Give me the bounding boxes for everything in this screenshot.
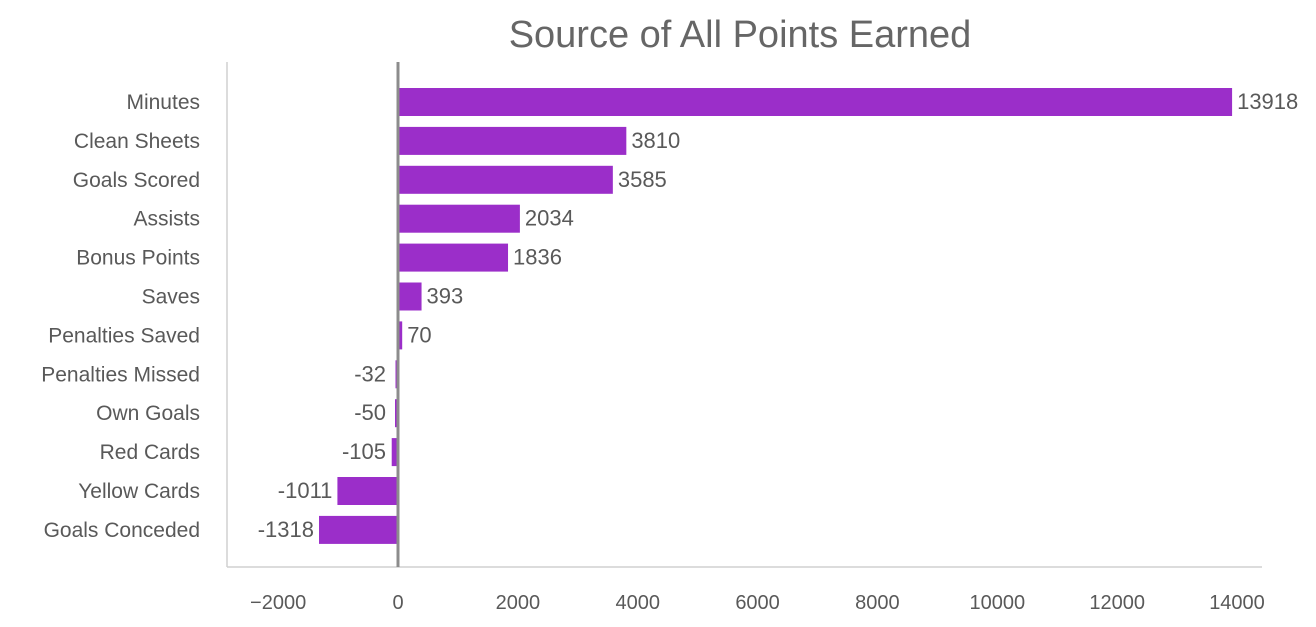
bars-group <box>319 88 1233 544</box>
value-label: -105 <box>342 439 386 464</box>
x-tick-label: 12000 <box>1089 592 1145 614</box>
bar-bonus-points <box>398 243 509 272</box>
bar-assists <box>398 204 520 233</box>
x-tick-label: 6000 <box>735 592 780 614</box>
x-tick-label: 0 <box>392 592 403 614</box>
value-label: 1836 <box>513 245 562 270</box>
category-label: Yellow Cards <box>78 480 200 503</box>
bar-clean-sheets <box>398 126 627 155</box>
bar-goals-conceded <box>319 515 398 544</box>
value-label: -50 <box>354 400 386 425</box>
bar-minutes <box>398 88 1233 116</box>
bar-penalties-saved <box>398 321 403 350</box>
category-label: Goals Scored <box>73 169 200 192</box>
category-label: Goals Conceded <box>44 519 200 542</box>
value-label: 2034 <box>525 206 574 231</box>
category-label: Minutes <box>126 91 200 114</box>
value-label: -1318 <box>258 517 314 542</box>
category-label: Bonus Points <box>76 247 200 270</box>
bar-goals-scored <box>398 165 613 194</box>
value-label: -32 <box>354 361 386 386</box>
category-label: Saves <box>142 286 200 309</box>
x-tick-label: 14000 <box>1209 592 1265 614</box>
value-label: 3585 <box>618 167 667 192</box>
x-tick-label: 4000 <box>615 592 660 614</box>
category-label: Clean Sheets <box>74 130 200 153</box>
x-tick-label: 8000 <box>855 592 900 614</box>
category-label: Penalties Saved <box>48 324 200 347</box>
category-labels: Minutes Clean Sheets Goals Scored Assists Bo… <box>41 91 200 542</box>
x-tick-labels: −2000 0 2000 4000 6000 8000 10000 12000 14000 <box>250 592 1265 614</box>
bar-yellow-cards <box>337 477 398 505</box>
category-label: Own Goals <box>96 402 200 425</box>
category-label: Assists <box>133 208 200 231</box>
bar-saves <box>398 282 422 311</box>
value-label: 70 <box>407 322 431 347</box>
x-tick-label: −2000 <box>250 592 306 614</box>
x-tick-label: 10000 <box>969 592 1025 614</box>
category-label: Red Cards <box>100 441 200 464</box>
value-label: 13918 <box>1237 89 1298 114</box>
value-label: 393 <box>427 284 464 309</box>
chart-title: Source of All Points Earned <box>509 14 972 56</box>
value-label: 3810 <box>631 128 680 153</box>
bar-red-cards <box>391 438 398 467</box>
category-label: Penalties Missed <box>41 363 200 386</box>
value-label: -1011 <box>278 478 333 503</box>
value-labels: 13918 3810 3585 2034 1836 393 70 -32 -50 -105 -101… <box>258 89 1299 542</box>
x-tick-label: 2000 <box>496 592 541 614</box>
